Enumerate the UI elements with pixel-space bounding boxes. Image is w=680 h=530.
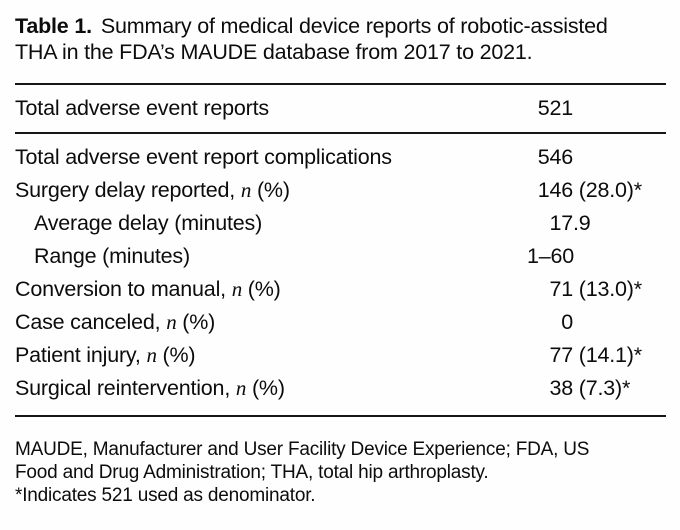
row-value-number: 17 [549, 211, 573, 235]
row-value-number: 38 [549, 376, 573, 400]
row-value: 71 (13.0)* [527, 277, 666, 302]
row-value: 146 (28.0)* [527, 178, 666, 203]
row-label-text: Average delay (minutes) [34, 211, 263, 235]
table-row: Case canceled, n (%) 0 [15, 306, 666, 339]
row-label-text: Case canceled, [15, 310, 167, 334]
row-value: 521 [527, 96, 666, 121]
abbreviations-note-line1: MAUDE, Manufacturer and User Facility De… [15, 439, 590, 460]
table-row: Total adverse event report complications… [15, 141, 666, 174]
row-label-suffix: (%) [176, 310, 216, 334]
table-caption: Table 1. Summary of medical device report… [15, 13, 666, 65]
row-label-suffix: (%) [246, 376, 285, 400]
row-value-number: 71 [549, 277, 573, 301]
row-label-text: Patient injury, [15, 343, 147, 367]
row-label-text: Range (minutes) [34, 244, 190, 268]
row-label-text: Total adverse event reports [15, 96, 269, 120]
table-row: Conversion to manual, n (%) 71 (13.0)* [15, 273, 666, 306]
row-value-number: 77 [549, 343, 573, 367]
row-value-rest: .9 [573, 211, 591, 235]
row-value-rest: (28.0)* [573, 178, 642, 202]
row-label: Surgical reintervention, n (%) [15, 376, 527, 401]
table-row: Surgical reintervention, n (%) 38 (7.3)* [15, 372, 666, 405]
row-value-number: 1–60 [527, 244, 575, 268]
row-label: Patient injury, n (%) [15, 343, 527, 368]
top-rule [15, 83, 666, 85]
row-label-n-italic: n [231, 277, 243, 301]
row-label-n-italic: n [146, 343, 157, 367]
asterisk-note: *Indicates 521 used as denominator. [15, 485, 316, 506]
table-row: Total adverse event reports 521 [15, 85, 666, 132]
abbreviations-note-line2: Food and Drug Administration; THA, total… [15, 462, 489, 483]
row-label: Conversion to manual, n (%) [15, 277, 527, 302]
table-row: Average delay (minutes) 17.9 [15, 207, 666, 240]
row-label-text: Surgery delay reported, [15, 178, 241, 202]
table-row: Range (minutes) 1–60 [15, 240, 666, 273]
row-value-number: 0 [561, 310, 573, 334]
table-body-rows: Total adverse event report complications… [15, 134, 666, 415]
table-caption-line2: THA in the FDA’s MAUDE database from 201… [15, 40, 533, 64]
table-footnotes: MAUDE, Manufacturer and User Facility De… [15, 417, 666, 507]
row-value: 38 (7.3)* [527, 376, 666, 401]
row-label: Average delay (minutes) [15, 211, 527, 236]
row-label-text: Surgical reintervention, [15, 376, 236, 400]
row-label: Surgery delay reported, n (%) [15, 178, 527, 203]
row-value: 1–60 [527, 244, 666, 269]
row-value: 546 [527, 145, 666, 170]
row-label-text: Conversion to manual, [15, 277, 232, 301]
row-value-number: 146 [537, 178, 573, 202]
row-value: 0 [527, 310, 666, 335]
row-value: 17.9 [527, 211, 666, 236]
row-value-rest: (13.0)* [573, 277, 642, 301]
row-label-n-italic: n [235, 376, 247, 400]
table-caption-line1: Summary of medical device reports of rob… [100, 14, 608, 38]
table-row: Patient injury, n (%) 77 (14.1)* [15, 339, 666, 372]
table-row: Surgery delay reported, n (%) 146 (28.0)… [15, 174, 666, 207]
row-label-suffix: (%) [251, 178, 290, 202]
row-value-number: 521 [537, 96, 573, 120]
row-value-number: 546 [537, 145, 573, 169]
row-label-suffix: (%) [242, 277, 281, 301]
bottom-rule [15, 415, 666, 417]
row-label-n-italic: n [240, 178, 252, 202]
row-label-suffix: (%) [156, 343, 196, 367]
row-value: 77 (14.1)* [527, 343, 666, 368]
row-label: Total adverse event report complications [15, 145, 527, 170]
row-label-n-italic: n [166, 310, 177, 334]
row-label: Range (minutes) [15, 244, 527, 269]
mid-rule [15, 132, 666, 134]
row-label: Total adverse event reports [15, 96, 527, 121]
row-value-rest: (7.3)* [573, 376, 631, 400]
table-number-label: Table 1. [15, 14, 92, 38]
row-label-text: Total adverse event report complications [15, 145, 392, 169]
row-value-rest: (14.1)* [573, 343, 642, 367]
row-label: Case canceled, n (%) [15, 310, 527, 335]
